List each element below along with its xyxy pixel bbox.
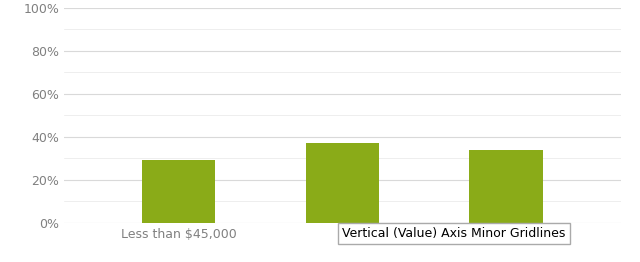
Bar xyxy=(469,150,543,223)
Text: Vertical (Value) Axis Minor Gridlines: Vertical (Value) Axis Minor Gridlines xyxy=(342,227,566,240)
Bar xyxy=(305,143,380,223)
Bar xyxy=(142,160,216,223)
